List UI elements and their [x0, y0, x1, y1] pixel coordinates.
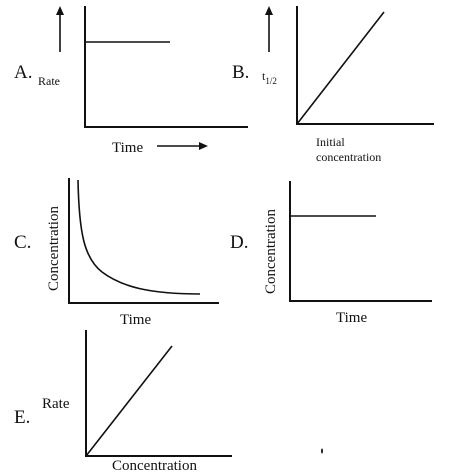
- panel-d-y-label: Concentration: [263, 209, 279, 294]
- panel-a-letter: A.: [14, 62, 32, 83]
- panel-d-x-label: Time: [336, 310, 367, 326]
- panel-e-linear-line: [85, 345, 173, 457]
- panel-c-letter: C.: [14, 232, 31, 253]
- panel-d-letter: D.: [230, 232, 248, 253]
- panel-e-letter: E.: [14, 407, 30, 428]
- panel-c-y-label: Concentration: [46, 206, 62, 291]
- scan-speck: [321, 448, 323, 454]
- panel-e-axes: [85, 330, 232, 457]
- panel-a-x-label: Time: [112, 140, 143, 156]
- panel-a-y-arrowhead: [56, 6, 64, 15]
- panel-c-x-label: Time: [120, 312, 151, 328]
- panel-a-x-arrowhead: [199, 142, 208, 150]
- panel-b-x-label-line-1: Initial: [316, 135, 345, 149]
- panel-e-y-label: Rate: [42, 396, 70, 412]
- panel-b-y-label-sub: 1/2: [265, 76, 277, 86]
- panel-b-linear-line: [296, 11, 385, 125]
- panel-e-x-label: Concentration: [112, 458, 197, 474]
- panel-b-axes: [296, 6, 434, 125]
- panel-c-axes: [68, 178, 219, 304]
- panel-b-letter: B.: [232, 62, 249, 83]
- panel-b-y-label: t1/2: [262, 69, 277, 86]
- panel-c-decay-curve: [77, 179, 201, 295]
- panel-a-axes: [84, 6, 248, 128]
- panel-d-axes: [289, 181, 432, 302]
- panel-b-x-label-line-2: concentration: [316, 150, 381, 164]
- panel-d: D. Concentration Time: [230, 181, 432, 326]
- panel-e: E. Rate Concentration: [14, 330, 232, 474]
- panel-b: B. t1/2 Initial concentration: [232, 6, 434, 164]
- panel-c: C. Concentration Time: [14, 178, 219, 328]
- panel-a: A. Rate Time: [14, 6, 248, 156]
- panel-b-y-label-main: t: [262, 69, 266, 83]
- panel-a-y-label: Rate: [38, 74, 60, 88]
- panel-b-y-arrowhead: [265, 6, 273, 15]
